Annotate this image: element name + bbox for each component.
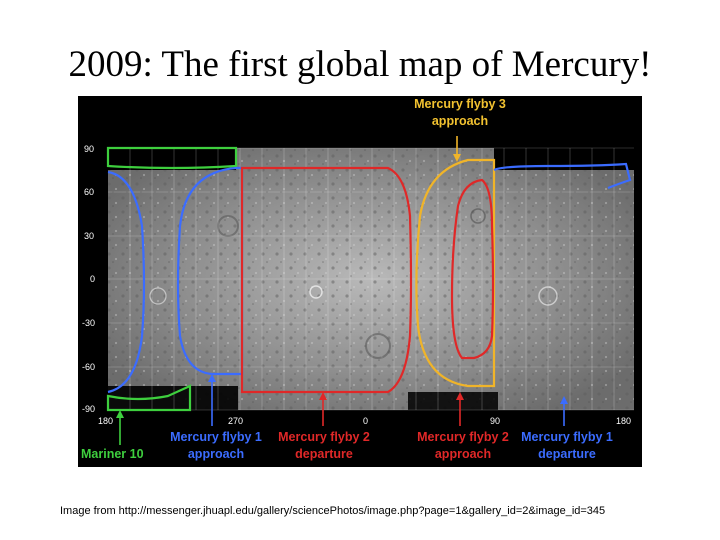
label-flyby1-departure-line2: departure bbox=[538, 447, 596, 461]
label-flyby1-approach-line1: Mercury flyby 1 bbox=[170, 430, 262, 444]
label-flyby2-approach-line1: Mercury flyby 2 bbox=[417, 430, 509, 444]
lon-tick-180-right: 180 bbox=[616, 416, 631, 426]
lat-tick-labels: 90 60 30 0 -30 -60 -90 bbox=[82, 144, 95, 414]
label-flyby2-approach-line2: approach bbox=[435, 447, 491, 461]
label-flyby2-departure-line1: Mercury flyby 2 bbox=[278, 430, 370, 444]
map-svg: 90 60 30 0 -30 -60 -90 180 270 0 90 180 … bbox=[81, 97, 634, 461]
callout-labels: Mercury flyby 3 approach Mariner 10 Merc… bbox=[81, 97, 613, 461]
flyby3-approach-outline bbox=[415, 158, 496, 388]
label-flyby1-approach-line2: approach bbox=[188, 447, 244, 461]
label-flyby2-departure-line2: departure bbox=[295, 447, 353, 461]
mariner10-outline-bottom bbox=[106, 384, 192, 412]
slide-title: 2009: The first global map of Mercury! bbox=[68, 44, 652, 85]
lon-tick-270: 270 bbox=[228, 416, 243, 426]
crater-features bbox=[149, 208, 558, 359]
lon-tick-90: 90 bbox=[490, 416, 500, 426]
flyby2-approach-outline bbox=[450, 178, 495, 360]
lat-tick-0: 0 bbox=[90, 274, 95, 284]
label-flyby1-departure-line1: Mercury flyby 1 bbox=[521, 430, 613, 444]
flyby2-departure-outline bbox=[240, 166, 413, 394]
lon-tick-180-left: 180 bbox=[98, 416, 113, 426]
flyby1-approach-outline bbox=[176, 166, 244, 376]
lat-tick-30: 30 bbox=[84, 231, 94, 241]
image-source-caption: Image from http://messenger.jhuapl.edu/g… bbox=[60, 505, 606, 517]
map-grid bbox=[108, 147, 634, 411]
lat-tick-minus90: -90 bbox=[82, 404, 95, 414]
flyby1-departure-outline bbox=[493, 162, 632, 190]
lat-tick-minus30: -30 bbox=[82, 318, 95, 328]
label-flyby3-approach-line1: Mercury flyby 3 bbox=[414, 97, 506, 111]
lat-tick-minus60: -60 bbox=[82, 362, 95, 372]
flyby1-approach-outline-left bbox=[107, 170, 146, 394]
mercury-global-map: 90 60 30 0 -30 -60 -90 180 270 0 90 180 … bbox=[78, 96, 642, 467]
label-flyby3-approach-line2: approach bbox=[432, 114, 488, 128]
callout-arrows bbox=[116, 136, 568, 445]
lat-tick-60: 60 bbox=[84, 187, 94, 197]
lon-tick-labels: 180 270 0 90 180 bbox=[98, 416, 631, 426]
lon-tick-0: 0 bbox=[363, 416, 368, 426]
lat-tick-90: 90 bbox=[84, 144, 94, 154]
label-mariner10: Mariner 10 bbox=[81, 447, 144, 461]
mariner10-outline-top bbox=[106, 146, 238, 170]
